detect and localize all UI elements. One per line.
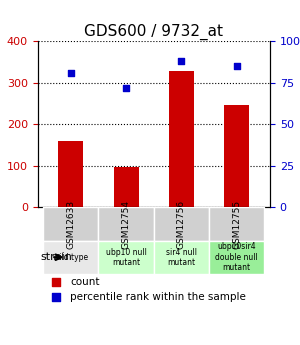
Point <box>179 59 184 64</box>
Point <box>68 70 73 76</box>
Point <box>234 63 239 69</box>
FancyBboxPatch shape <box>209 241 265 274</box>
Text: ubp10 null
mutant: ubp10 null mutant <box>106 248 146 267</box>
Text: percentile rank within the sample: percentile rank within the sample <box>70 292 246 302</box>
Text: wild type: wild type <box>53 253 88 262</box>
FancyBboxPatch shape <box>98 241 154 274</box>
Text: GSM12755: GSM12755 <box>232 199 241 249</box>
Bar <box>58 141 83 207</box>
FancyBboxPatch shape <box>154 207 209 241</box>
FancyBboxPatch shape <box>43 241 98 274</box>
Text: ubp10sir4
double null
mutant: ubp10sir4 double null mutant <box>215 242 258 272</box>
Point <box>54 279 58 285</box>
FancyBboxPatch shape <box>154 241 209 274</box>
FancyBboxPatch shape <box>209 207 265 241</box>
Text: GSM12633: GSM12633 <box>66 199 75 249</box>
Title: GDS600 / 9732_at: GDS600 / 9732_at <box>84 24 223 40</box>
Text: GSM12756: GSM12756 <box>177 199 186 249</box>
FancyBboxPatch shape <box>98 207 154 241</box>
Text: count: count <box>70 277 100 287</box>
Bar <box>114 167 139 207</box>
Text: GSM12754: GSM12754 <box>122 199 130 248</box>
Bar <box>224 105 249 207</box>
Point <box>124 85 128 91</box>
FancyBboxPatch shape <box>43 207 98 241</box>
Text: sir4 null
mutant: sir4 null mutant <box>166 248 197 267</box>
Bar <box>169 71 194 207</box>
Point <box>54 294 58 300</box>
Text: strain: strain <box>40 252 72 262</box>
